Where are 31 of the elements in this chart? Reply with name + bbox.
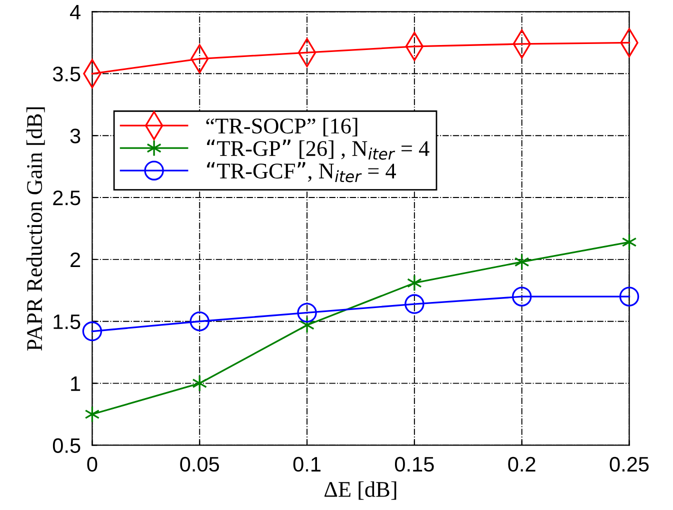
point [512, 286, 532, 306]
point [404, 294, 424, 314]
legend-label: “TR-GCF”, N$_{iter}$ = 4 [207, 162, 396, 182]
x-tick-label: 0.05 [180, 456, 220, 472]
x-tick-label: 0.15 [394, 456, 434, 472]
point [82, 321, 102, 342]
point [190, 312, 210, 332]
y-tick-label: 2.5 [53, 190, 80, 206]
y-tick-label: 3.5 [52, 66, 80, 82]
legend-label: “TR-GP” [26] , N$_{iter}$ = 4 [207, 140, 430, 160]
x-tick-label: 0.2 [508, 456, 536, 472]
y-tick-label: 1.5 [54, 314, 80, 330]
point [622, 234, 637, 251]
x-tick-label: 0.25 [610, 456, 649, 472]
point [297, 302, 317, 323]
y-tick-label: 4 [70, 4, 80, 20]
point [84, 406, 100, 423]
point [514, 253, 530, 270]
y-tick-label: 2 [70, 252, 80, 267]
y-tick-label: 0.5 [52, 438, 80, 453]
y-tick-label: 3 [70, 128, 80, 144]
x-tick-label: 0 [87, 456, 98, 472]
legend-label: “TR-SOCP” [16] [206, 118, 358, 136]
x-axis-title: ΔE [dB] [324, 481, 396, 500]
point [406, 274, 422, 292]
point [300, 316, 314, 334]
y-axis-title: PAPR Reduction Gain [dB] [26, 107, 45, 351]
point [192, 374, 208, 392]
y-tick-label: 1 [71, 376, 80, 391]
point [619, 286, 640, 306]
x-tick-label: 0.1 [293, 456, 320, 472]
